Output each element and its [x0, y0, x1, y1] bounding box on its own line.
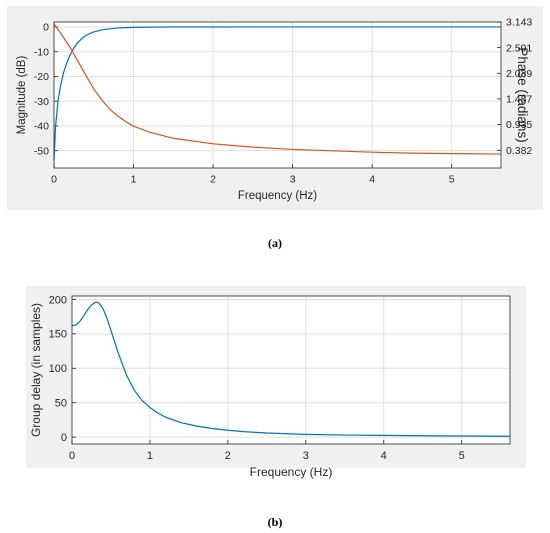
- y-tick-label: 0: [61, 432, 67, 444]
- plot-area: [54, 22, 501, 168]
- magnitude-phase-chart: 0 1 2 3 4 5 0 -10 -20 -30 -40 -50 3.143 2.591 2.039 1.4…: [16, 17, 532, 202]
- y-right-axis-label: Phase (radians): [515, 47, 530, 142]
- y-right-tick-label: 2.039: [506, 68, 532, 80]
- figure-caption-a: (a): [268, 236, 282, 250]
- x-tick-label: 5: [449, 174, 455, 186]
- y-right-tick-label: 0.382: [506, 145, 532, 157]
- y-axis-label: Magnitude (dB): [16, 56, 28, 135]
- group-delay-chart: 0 1 2 3 4 5 200 150 100 50 0 Frequency (Hz) Group de…: [29, 294, 511, 479]
- series-line-2: [53, 23, 502, 155]
- series-line-1: [53, 26, 501, 161]
- y-right-tick-label: 2.591: [506, 42, 532, 54]
- x-tick-label: 5: [459, 450, 465, 462]
- x-tick-label: 1: [147, 450, 153, 462]
- y-tick-label: 200: [49, 294, 67, 306]
- x-tick-label: 0: [69, 450, 75, 462]
- y-tick-label: -40: [34, 121, 49, 133]
- y-tick-label: 150: [49, 329, 67, 341]
- y-tick-label: -30: [34, 96, 49, 108]
- series-line-1: [71, 301, 511, 437]
- x-axis-label: Frequency (Hz): [238, 190, 317, 202]
- y-tick-label: -50: [34, 145, 49, 157]
- x-axis-label: Frequency (Hz): [250, 465, 333, 479]
- axes-frame: [71, 295, 511, 445]
- axes-frame: [53, 21, 502, 169]
- y-axis-label: Group delay (in samples): [29, 303, 43, 437]
- x-tick-label: 4: [381, 450, 387, 462]
- y-tick-label: 50: [55, 398, 67, 410]
- y-right-tick-label: 1.487: [506, 94, 532, 106]
- x-tick-label: 3: [303, 450, 309, 462]
- x-tick-label: 2: [225, 450, 231, 462]
- plot-area: [72, 296, 510, 444]
- figure-caption-b: (b): [267, 515, 283, 529]
- y-right-tick-label: 3.143: [506, 17, 532, 29]
- group-delay-panel: 0 1 2 3 4 5 200 150 100 50 0 Frequency (Hz) Group de…: [26, 286, 526, 479]
- x-tick-label: 4: [369, 174, 375, 186]
- y-tick-label: 100: [49, 363, 67, 375]
- x-tick-label: 0: [51, 174, 57, 186]
- x-tick-label: 1: [131, 174, 137, 186]
- magnitude-phase-panel: 0 1 2 3 4 5 0 -10 -20 -30 -40 -50 3.143 2.591 2.039 1.4…: [7, 6, 543, 210]
- y-right-tick-label: 0.935: [506, 119, 532, 131]
- y-tick-label: -10: [34, 46, 49, 58]
- y-tick-label: -20: [34, 71, 49, 83]
- x-tick-label: 3: [290, 174, 296, 186]
- y-tick-label: 0: [43, 22, 49, 34]
- x-tick-label: 2: [210, 174, 216, 186]
